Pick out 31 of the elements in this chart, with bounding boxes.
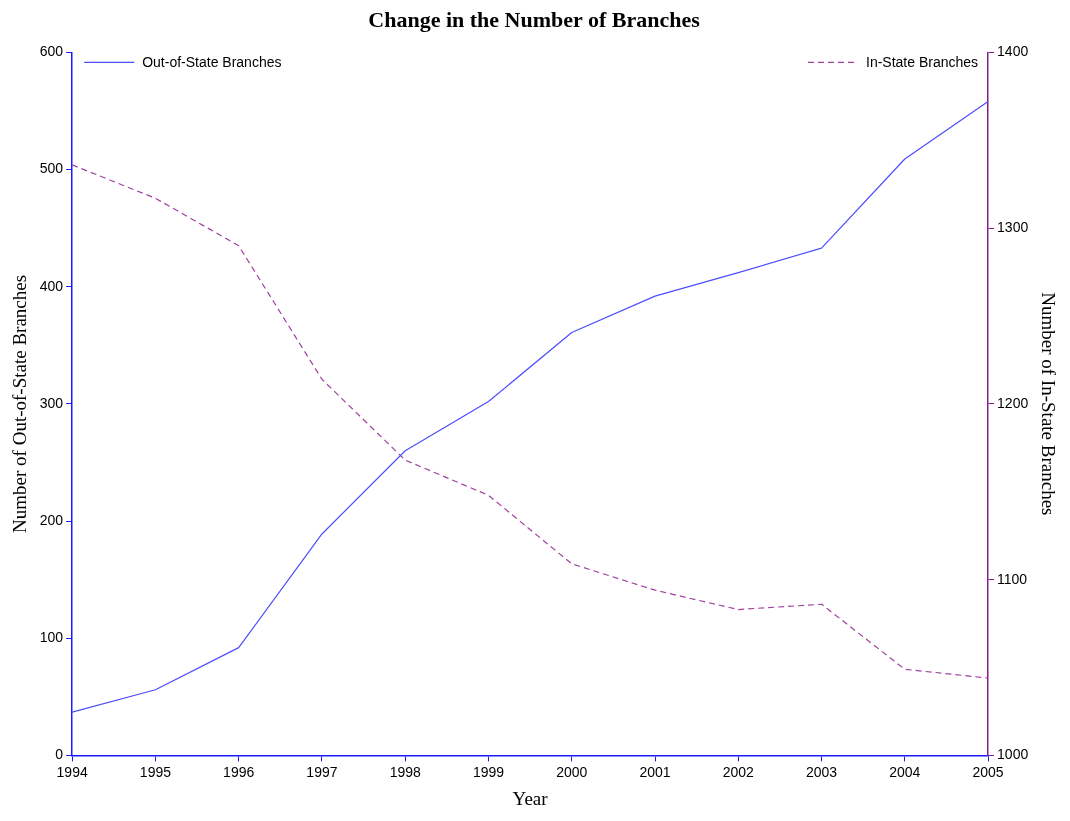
y-tick-label: 0	[55, 746, 64, 763]
x-tick-label: 1994	[56, 763, 88, 780]
x-tick-label: 1998	[389, 763, 421, 780]
line-series	[72, 164, 989, 679]
x-tick-label: 2004	[889, 763, 921, 780]
chart-title: Change in the Number of Branches	[368, 6, 701, 32]
y-tick-label: 100	[39, 629, 64, 646]
y2-tick-label: 1100	[997, 570, 1028, 587]
x-tick-label: 1996	[223, 763, 255, 780]
x-tick-label: 2000	[556, 763, 588, 780]
y2-tick-label: 1200	[997, 394, 1029, 411]
legend-label: In-State Branches	[865, 54, 979, 71]
y2-tick-label: 1400	[997, 43, 1029, 60]
y-axis-title: Number of Out-of-State Branches	[9, 274, 31, 533]
x-tick-label: 1999	[472, 763, 505, 780]
y-tick-label: 500	[39, 160, 64, 177]
y-tick-label: 300	[39, 394, 64, 411]
x-tick-label: 2005	[972, 763, 1004, 780]
x-tick-label: 2003	[805, 763, 838, 780]
y-tick-label: 600	[39, 43, 64, 60]
x-axis-title: Year	[512, 787, 549, 809]
x-tick-label: 2002	[722, 763, 755, 780]
y2-tick-label: 1000	[997, 746, 1029, 763]
y-tick-label: 400	[39, 277, 64, 294]
x-tick-label: 1997	[306, 763, 338, 780]
y2-tick-label: 1300	[997, 219, 1029, 236]
y-tick-label: 200	[39, 511, 64, 528]
x-tick-label: 1995	[139, 763, 172, 780]
x-tick-label: 2001	[639, 763, 671, 780]
y2-axis-title: Number of In-State Branches	[1037, 292, 1059, 516]
legend-label: Out-of-State Branches	[142, 54, 282, 71]
